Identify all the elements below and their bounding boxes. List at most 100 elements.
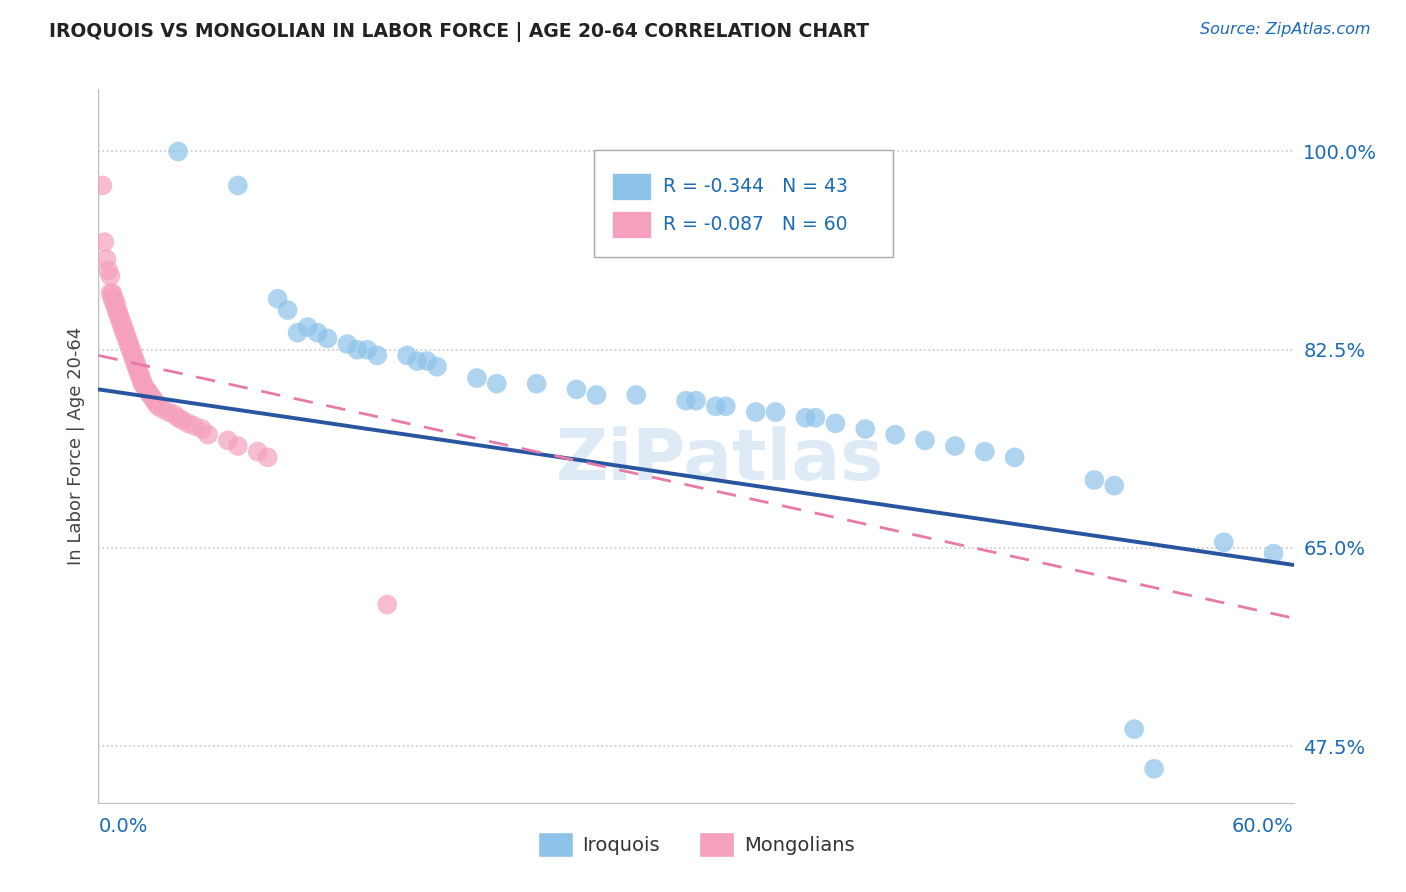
Text: R = -0.344   N = 43: R = -0.344 N = 43 bbox=[662, 177, 848, 195]
Point bbox=[112, 322, 135, 336]
Point bbox=[103, 292, 125, 306]
Point bbox=[246, 444, 269, 458]
Point bbox=[465, 371, 488, 385]
Point bbox=[226, 178, 249, 193]
Point bbox=[101, 292, 124, 306]
Point bbox=[129, 368, 152, 382]
Point bbox=[685, 393, 707, 408]
Text: 0.0%: 0.0% bbox=[98, 817, 148, 836]
Point bbox=[375, 598, 398, 612]
Point bbox=[129, 371, 152, 385]
Point bbox=[124, 354, 146, 368]
Point bbox=[804, 410, 827, 425]
Point bbox=[148, 400, 170, 414]
Point bbox=[127, 365, 149, 379]
Point bbox=[626, 388, 648, 402]
Point bbox=[167, 145, 190, 159]
Point bbox=[121, 345, 143, 359]
Point bbox=[714, 400, 737, 414]
Point bbox=[177, 417, 200, 431]
Point bbox=[316, 331, 339, 345]
Point bbox=[127, 362, 149, 376]
Point bbox=[120, 343, 142, 357]
Point bbox=[105, 303, 128, 318]
Point bbox=[1123, 722, 1146, 736]
Point bbox=[914, 434, 936, 448]
Point bbox=[1143, 762, 1166, 776]
Text: IROQUOIS VS MONGOLIAN IN LABOR FORCE | AGE 20-64 CORRELATION CHART: IROQUOIS VS MONGOLIAN IN LABOR FORCE | A… bbox=[49, 22, 869, 42]
Point bbox=[943, 439, 966, 453]
Point bbox=[93, 235, 115, 249]
Point bbox=[143, 393, 166, 408]
Point bbox=[765, 405, 787, 419]
Point bbox=[139, 388, 162, 402]
Point bbox=[277, 303, 299, 318]
Point bbox=[96, 252, 118, 266]
Point bbox=[110, 314, 132, 328]
Text: Source: ZipAtlas.com: Source: ZipAtlas.com bbox=[1201, 22, 1371, 37]
Point bbox=[704, 400, 727, 414]
Point bbox=[145, 396, 167, 410]
Point bbox=[416, 354, 439, 368]
Point bbox=[526, 376, 548, 391]
Point bbox=[267, 292, 290, 306]
Point bbox=[157, 405, 180, 419]
Point bbox=[124, 351, 146, 365]
Point bbox=[853, 422, 876, 436]
Point bbox=[356, 343, 378, 357]
Legend: Iroquois, Mongolians: Iroquois, Mongolians bbox=[530, 824, 862, 864]
Point bbox=[107, 309, 129, 323]
Point bbox=[675, 393, 697, 408]
Point bbox=[125, 356, 148, 370]
Point bbox=[226, 439, 249, 453]
Point bbox=[426, 359, 449, 374]
Point bbox=[396, 348, 419, 362]
Point bbox=[107, 305, 129, 319]
FancyBboxPatch shape bbox=[613, 173, 651, 200]
Point bbox=[150, 401, 173, 416]
Point bbox=[110, 311, 132, 326]
Point bbox=[287, 326, 309, 340]
Point bbox=[745, 405, 768, 419]
Point bbox=[1083, 473, 1105, 487]
Point bbox=[111, 317, 134, 331]
Point bbox=[336, 337, 359, 351]
Point bbox=[98, 269, 122, 284]
FancyBboxPatch shape bbox=[613, 211, 651, 237]
Point bbox=[98, 286, 122, 301]
Point bbox=[256, 450, 278, 465]
FancyBboxPatch shape bbox=[595, 150, 893, 257]
Point bbox=[115, 328, 138, 343]
Point bbox=[1263, 547, 1285, 561]
Point bbox=[973, 444, 995, 458]
Point bbox=[97, 263, 120, 277]
Point bbox=[111, 320, 134, 334]
Point bbox=[485, 376, 508, 391]
Point bbox=[101, 286, 124, 301]
Text: ZiPatlas: ZiPatlas bbox=[555, 425, 884, 495]
Point bbox=[183, 418, 205, 433]
Point bbox=[135, 383, 157, 397]
Text: R = -0.087   N = 60: R = -0.087 N = 60 bbox=[662, 215, 846, 234]
Point bbox=[1104, 478, 1126, 492]
Point bbox=[141, 390, 163, 404]
Point bbox=[131, 373, 153, 387]
Point bbox=[91, 178, 114, 193]
Point bbox=[121, 348, 143, 362]
Point bbox=[172, 413, 194, 427]
Point bbox=[120, 339, 142, 353]
Point bbox=[136, 384, 159, 399]
Point bbox=[191, 422, 214, 436]
Point bbox=[585, 388, 607, 402]
Point bbox=[112, 326, 135, 340]
Point bbox=[297, 320, 319, 334]
Text: 60.0%: 60.0% bbox=[1232, 817, 1294, 836]
Point bbox=[167, 410, 190, 425]
Point bbox=[117, 334, 139, 348]
Point bbox=[1212, 535, 1234, 549]
Point bbox=[103, 297, 125, 311]
Point bbox=[131, 376, 153, 391]
Point bbox=[105, 297, 128, 311]
Point bbox=[366, 348, 388, 362]
Point bbox=[117, 337, 139, 351]
